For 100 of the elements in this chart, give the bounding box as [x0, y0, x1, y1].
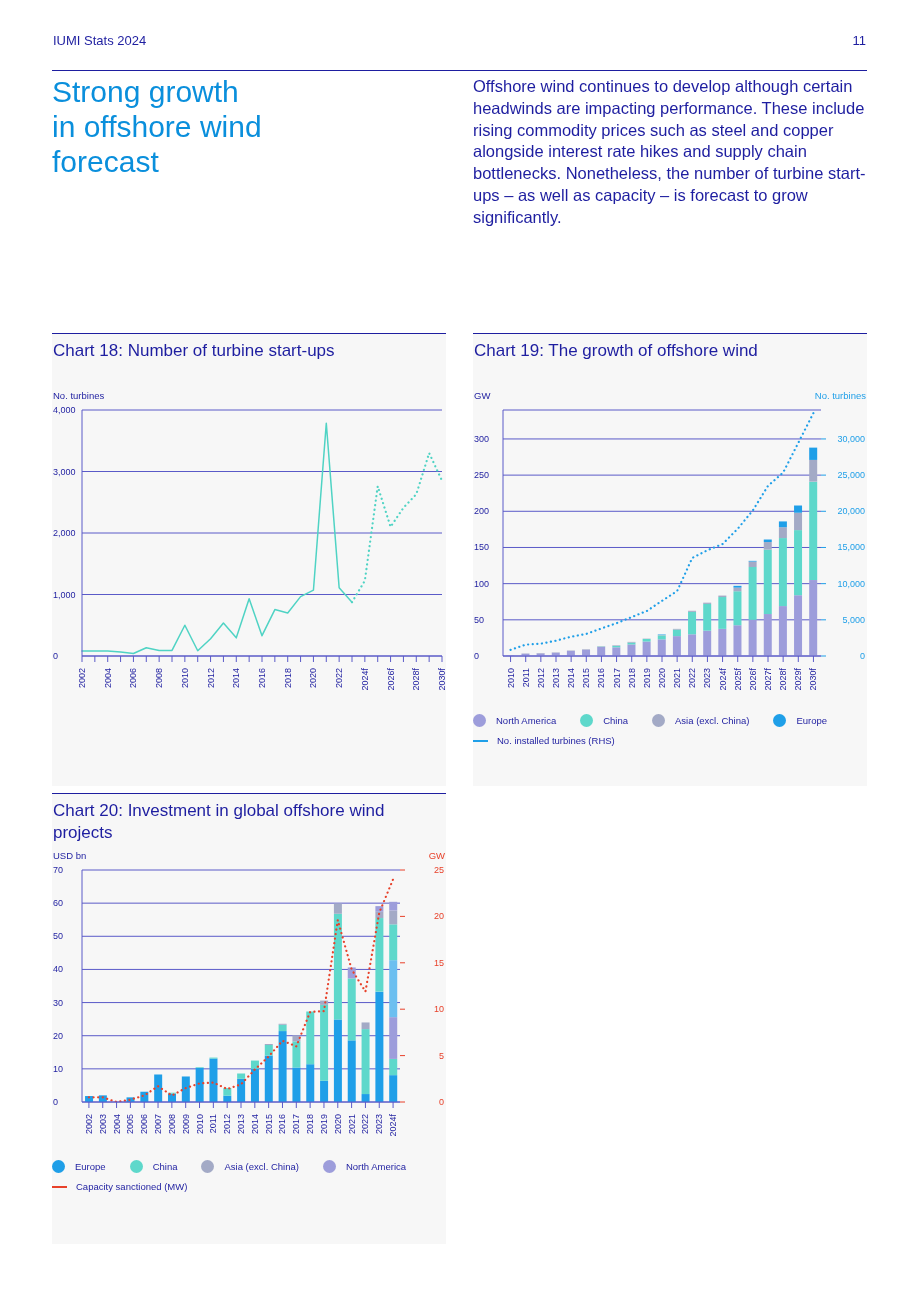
legend-label: No. installed turbines (RHS)	[497, 735, 615, 746]
x-tick-label: 2015	[581, 668, 592, 689]
x-tick-label: 2026f	[747, 667, 758, 691]
y2-tick-label: 10	[433, 1004, 444, 1015]
x-tick-label: 2022	[360, 1114, 371, 1135]
y2-tick-label: 15	[433, 957, 444, 968]
x-tick-label: 2027f	[763, 667, 773, 691]
x-tick-label: 2024f	[717, 667, 728, 691]
legend-label: China	[152, 1161, 178, 1172]
x-tick-label: 2014	[231, 668, 242, 689]
x-tick-label: 2025f	[732, 667, 743, 691]
x-tick-label: 2014	[566, 668, 577, 689]
x-tick-label: 2018	[626, 668, 637, 689]
legend-label: Europe	[75, 1161, 106, 1172]
x-tick-label: 2028f	[411, 667, 422, 691]
y-tick-label: 0	[53, 651, 59, 661]
y-tick-label: 300	[474, 433, 490, 444]
legend-label: Europe	[796, 715, 828, 726]
x-tick-label: 2003	[97, 1114, 108, 1135]
y-axis-title: GW	[474, 390, 491, 401]
chart-title: Chart 20: Investment in global offshore wind projects	[52, 800, 386, 844]
text: Offshore wind continues to develop although certain headwinds are impacting performance. These include rising commodity prices such as steel and copper alongside interest rate hikes and supply chain bottlenecks. Nonetheless, the number of turbine start-ups – as well as capacity – is forecast to grow significantly.	[473, 76, 867, 228]
chart-title: Chart 19: The growth of offshore wind	[473, 340, 759, 362]
x-tick-label: 2004	[102, 668, 113, 689]
y-tick-label: 50	[53, 931, 64, 942]
y-axis-title: USD bn	[53, 850, 87, 861]
x-tick-label: 2004	[111, 1114, 122, 1135]
x-tick-label: 2002	[77, 668, 87, 689]
x-tick-label: 2029f	[793, 667, 804, 691]
x-tick-label: 2020	[308, 668, 319, 689]
x-tick-label: 2016	[596, 668, 607, 689]
y-tick-label: 60	[53, 898, 64, 909]
x-tick-label: 2010	[505, 668, 516, 689]
text: 11	[852, 33, 866, 48]
x-tick-label: 2023	[702, 668, 713, 689]
x-tick-label: 2024f	[388, 1113, 399, 1137]
x-tick-label: 2012	[222, 1114, 233, 1135]
x-tick-label: 2023	[374, 1114, 385, 1135]
y2-tick-label: 10,000	[837, 578, 865, 589]
text: Strong growth in offshore wind forecast	[52, 74, 263, 179]
x-tick-label: 2021	[346, 1114, 357, 1135]
y2-tick-label: 20,000	[837, 506, 865, 517]
y2-tick-label: 5,000	[842, 614, 865, 625]
x-tick-label: 2030f	[437, 667, 447, 691]
legend-label: Asia (excl. China)	[675, 715, 750, 726]
y-tick-label: 30	[53, 997, 64, 1008]
legend-label: Capacity sanctioned (MW)	[76, 1181, 188, 1192]
y-tick-label: 50	[474, 614, 485, 625]
chart-title: Chart 18: Number of turbine start-ups	[52, 340, 336, 362]
x-tick-label: 2028f	[778, 667, 789, 691]
y2-axis-title: GW	[428, 850, 445, 861]
x-tick-label: 2018	[305, 1114, 316, 1135]
y-tick-label: 40	[53, 964, 64, 975]
x-tick-label: 2017	[291, 1114, 302, 1135]
x-tick-label: 2010	[194, 1114, 205, 1135]
x-tick-label: 2020	[657, 668, 667, 689]
x-tick-label: 2014	[249, 1114, 260, 1135]
y-tick-label: 2,000	[53, 528, 76, 538]
x-tick-label: 2021	[672, 668, 683, 689]
y2-tick-label: 25	[433, 865, 444, 875]
y-tick-label: 4,000	[53, 405, 76, 415]
x-tick-label: 2017	[611, 668, 622, 689]
y-axis-title: No. turbines	[53, 390, 105, 401]
text: IUMI Stats 2024	[53, 33, 147, 48]
x-tick-label: 2018	[282, 668, 293, 689]
x-tick-label: 2030f	[808, 667, 819, 691]
y-tick-label: 200	[474, 506, 490, 517]
x-tick-label: 2020	[332, 1114, 343, 1135]
x-tick-label: 2013	[236, 1114, 246, 1135]
x-tick-label: 2024f	[359, 667, 370, 691]
y2-tick-label: 25,000	[837, 470, 865, 481]
x-tick-label: 2011	[208, 1114, 219, 1134]
y2-tick-label: 0	[438, 1097, 444, 1107]
y-tick-label: 100	[474, 578, 490, 589]
y-tick-label: 150	[474, 542, 490, 553]
legend-label: Asia (excl. China)	[224, 1161, 299, 1172]
x-tick-label: 2002	[83, 1114, 94, 1135]
x-tick-label: 2006	[128, 668, 139, 689]
y-tick-label: 0	[474, 651, 480, 661]
x-tick-label: 2011	[520, 668, 531, 688]
y-tick-label: 70	[53, 865, 64, 875]
y-tick-label: 0	[53, 1097, 59, 1107]
x-tick-label: 2008	[166, 1114, 177, 1135]
x-tick-label: 2019	[318, 1114, 329, 1135]
x-tick-label: 2022	[687, 668, 698, 689]
y-tick-label: 250	[474, 470, 490, 481]
x-tick-label: 2016	[277, 1114, 288, 1135]
y2-tick-label: 20	[433, 911, 444, 922]
legend-label: North America	[496, 715, 557, 726]
y2-tick-label: 15,000	[837, 542, 865, 553]
y2-tick-label: 5	[438, 1050, 444, 1061]
x-tick-label: 2009	[180, 1114, 191, 1135]
x-tick-label: 2006	[139, 1114, 150, 1135]
legend-label: China	[603, 715, 629, 726]
x-tick-label: 2012	[205, 668, 216, 689]
x-tick-label: 2008	[154, 668, 165, 689]
y2-tick-label: 0	[859, 651, 865, 661]
legend-label: North America	[345, 1161, 407, 1172]
y2-axis-title: No. turbines	[814, 390, 866, 401]
x-tick-label: 2012	[535, 668, 546, 689]
